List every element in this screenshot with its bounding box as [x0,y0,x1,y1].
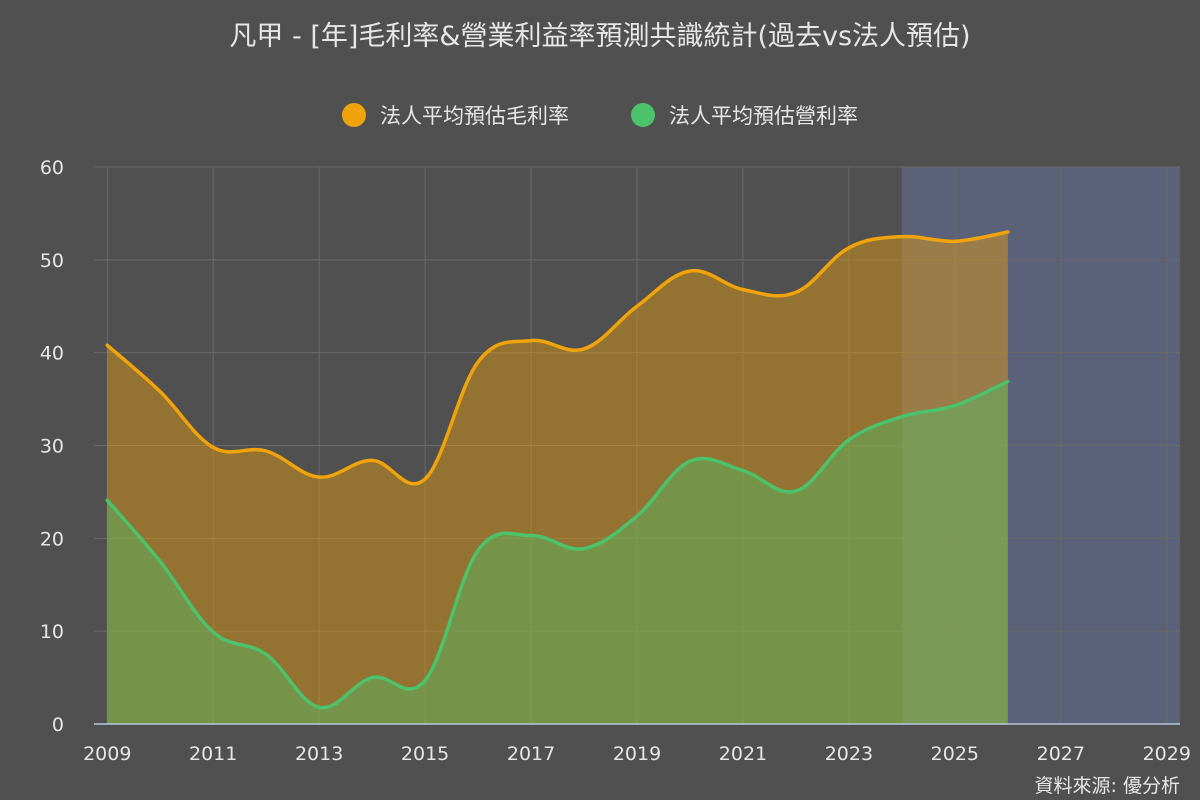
data-point-gross-margin [105,343,109,347]
data-point-operating-margin [529,534,533,538]
data-point-gross-margin [158,390,162,394]
y-tick-label: 30 [40,436,64,458]
x-tick-label: 2017 [507,743,555,765]
data-point-operating-margin [264,652,268,656]
data-point-operating-margin [741,469,745,473]
data-point-gross-margin [529,339,533,343]
x-tick-label: 2021 [719,743,767,765]
legend-swatch-operating-margin [631,103,655,127]
x-tick-label: 2029 [1143,743,1191,765]
data-point-gross-margin [264,449,268,453]
data-point-gross-margin [211,445,215,449]
data-point-operating-margin [794,489,798,493]
legend: 法人平均預估毛利率 法人平均預估營利率 [0,100,1200,130]
data-point-gross-margin [423,477,427,481]
data-point-operating-margin [211,630,215,634]
x-tick-label: 2009 [83,743,131,765]
data-point-gross-margin [794,290,798,294]
x-tick-label: 2011 [189,743,237,765]
x-tick-label: 2023 [825,743,873,765]
legend-label-operating-margin: 法人平均預估營利率 [669,104,858,128]
data-point-operating-margin [423,678,427,682]
data-point-gross-margin [741,288,745,292]
legend-swatch-gross-margin [342,103,366,127]
data-point-operating-margin [476,548,480,552]
x-tick-label: 2027 [1037,743,1085,765]
x-tick-label: 2013 [295,743,343,765]
y-tick-label: 10 [40,621,64,643]
y-tick-label: 0 [52,714,64,736]
data-point-operating-margin [582,547,586,551]
x-tick-label: 2015 [401,743,449,765]
source-credit: 資料來源: 優分析 [1034,775,1180,797]
legend-label-gross-margin: 法人平均預估毛利率 [380,104,569,128]
y-tick-label: 20 [40,528,64,550]
area-fill-gross-margin [107,231,1008,724]
data-point-gross-margin [953,239,957,243]
data-point-operating-margin [953,404,957,408]
data-point-gross-margin [688,269,692,273]
chart-title: 凡甲 - [年]毛利率&營業利益率預測共識統計(過去vs法人預估) [229,21,971,52]
area-fill-operating-margin [107,381,1008,724]
data-point-operating-margin [1006,379,1010,383]
data-point-gross-margin [1006,230,1010,234]
x-tick-label: 2025 [931,743,979,765]
data-point-operating-margin [370,676,374,680]
data-point-gross-margin [370,458,374,462]
legend-item-operating-margin[interactable]: 法人平均預估營利率 [631,100,858,130]
data-point-operating-margin [900,415,904,419]
data-point-gross-margin [476,360,480,364]
y-tick-label: 60 [40,157,64,179]
data-point-operating-margin [158,560,162,564]
data-point-operating-margin [317,705,321,709]
y-tick-label: 50 [40,250,64,272]
data-point-gross-margin [582,347,586,351]
x-tick-label: 2019 [613,743,661,765]
data-point-gross-margin [847,246,851,250]
data-point-operating-margin [105,498,109,502]
data-point-gross-margin [635,304,639,308]
data-point-operating-margin [847,438,851,442]
legend-item-gross-margin[interactable]: 法人平均預估毛利率 [342,100,569,130]
data-point-gross-margin [317,475,321,479]
data-point-gross-margin [900,235,904,239]
y-tick-label: 40 [40,343,64,365]
data-point-operating-margin [635,514,639,518]
data-point-operating-margin [688,459,692,463]
